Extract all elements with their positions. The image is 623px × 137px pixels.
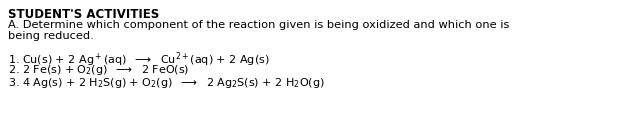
Text: STUDENT'S ACTIVITIES: STUDENT'S ACTIVITIES [8, 8, 159, 21]
Text: 1. Cu(s) + 2 Ag$\mathregular{^+}$(aq)  $\longrightarrow$  Cu$\mathregular{^{2+}}: 1. Cu(s) + 2 Ag$\mathregular{^+}$(aq) $\… [8, 50, 270, 69]
Text: being reduced.: being reduced. [8, 31, 93, 41]
Text: 3. 4 Ag(s) + 2 H$\mathregular{_2}$S(g) + O$\mathregular{_2}$(g)  $\longrightarro: 3. 4 Ag(s) + 2 H$\mathregular{_2}$S(g) +… [8, 76, 325, 90]
Text: 2. 2 Fe(s) + O$\mathregular{_2}$(g)  $\longrightarrow$  2 FeO(s): 2. 2 Fe(s) + O$\mathregular{_2}$(g) $\lo… [8, 63, 189, 77]
Text: A. Determine which component of the reaction given is being oxidized and which o: A. Determine which component of the reac… [8, 20, 510, 30]
